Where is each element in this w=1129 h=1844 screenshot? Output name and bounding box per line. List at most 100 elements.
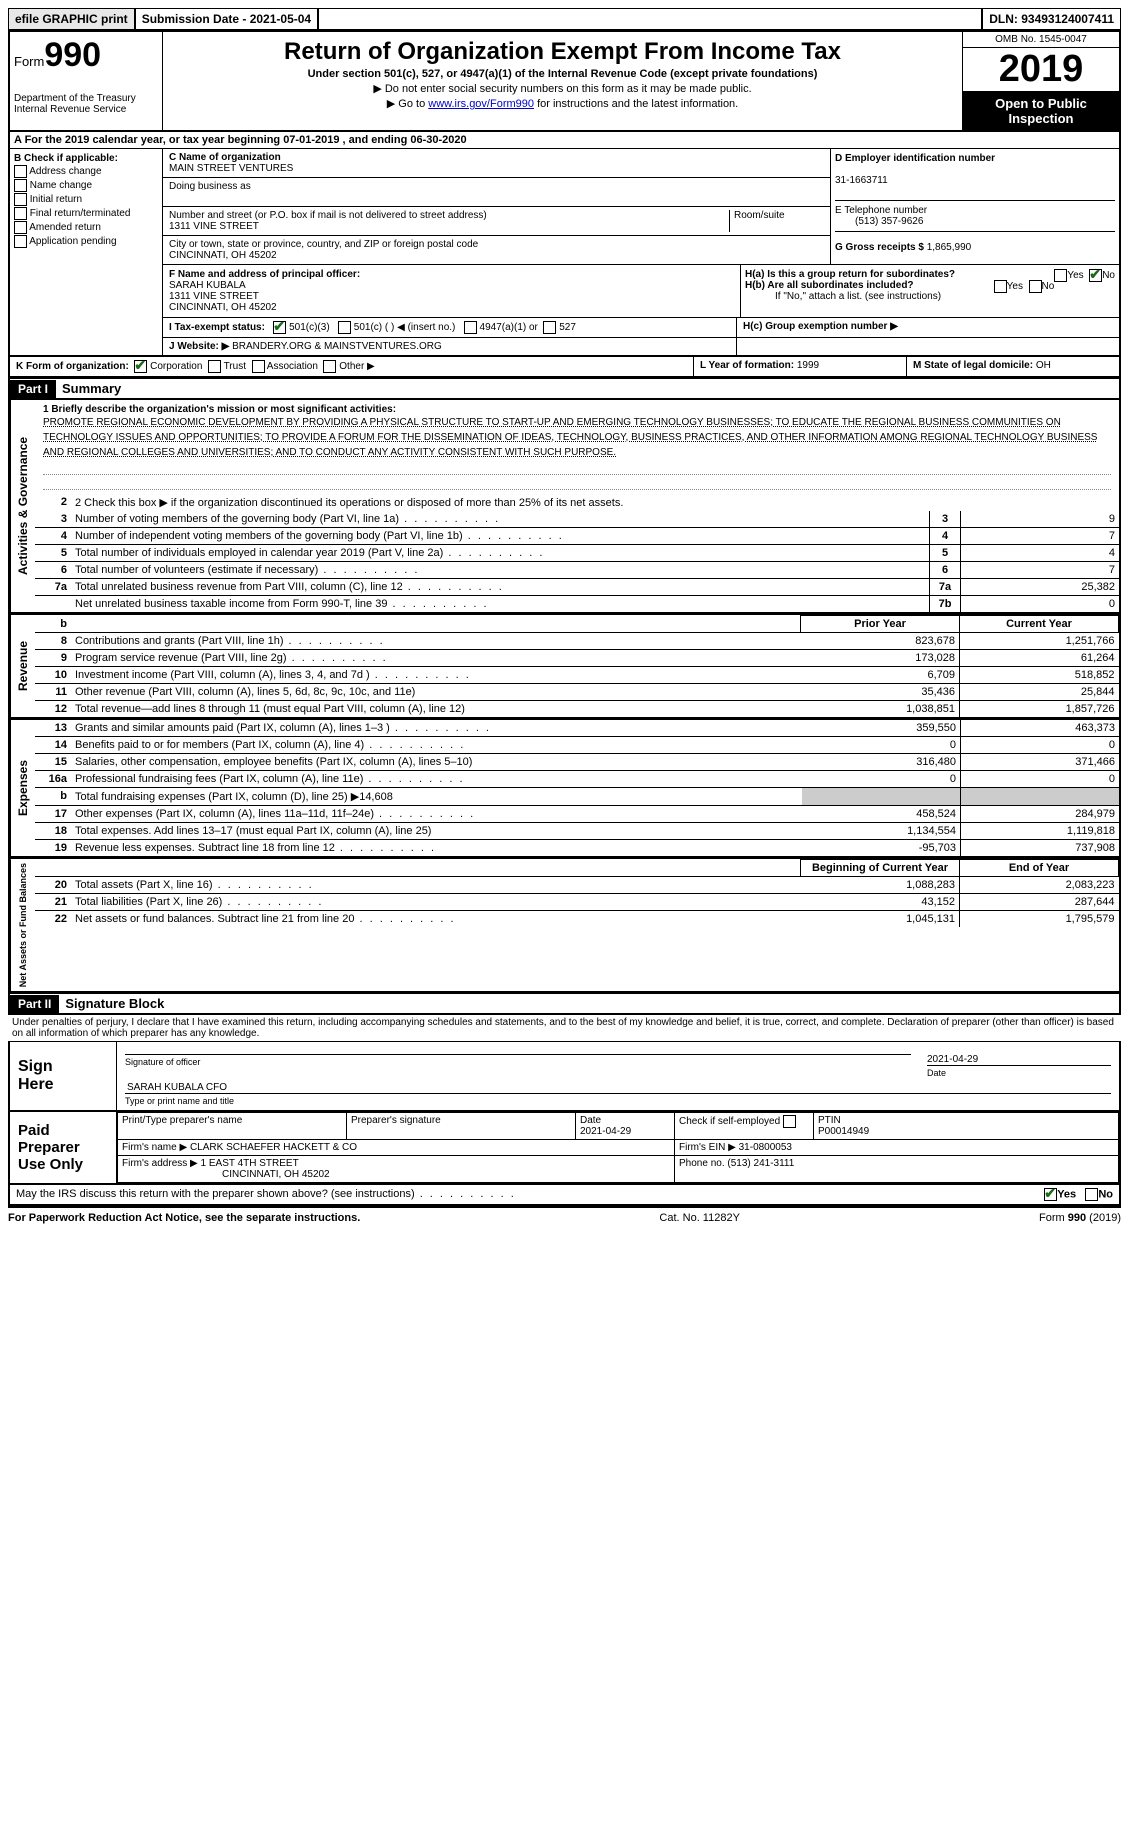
phone-value: (513) 357-9626 — [835, 216, 923, 227]
cb-trust[interactable] — [208, 360, 221, 373]
officer-addr1: 1311 VINE STREET — [169, 291, 259, 302]
mission-label: 1 Briefly describe the organization's mi… — [43, 404, 1111, 415]
gov-body: 1 Briefly describe the organization's mi… — [35, 400, 1119, 612]
row5-text: Total number of individuals employed in … — [71, 545, 930, 562]
date-label: Date — [919, 1068, 1119, 1082]
r9-p: 173,028 — [801, 650, 960, 667]
cb-initial-return[interactable]: Initial return — [14, 193, 158, 206]
cb-527[interactable] — [543, 321, 556, 334]
efile-print-button[interactable]: efile GRAPHIC print — [8, 8, 135, 30]
instruction-link-line: ▶ Go to www.irs.gov/Form990 for instruct… — [171, 97, 954, 110]
cb-final-return[interactable]: Final return/terminated — [14, 207, 158, 220]
blank-line — [43, 475, 1111, 490]
side-governance: Activities & Governance — [10, 400, 35, 612]
row3-n: 3 — [930, 511, 961, 528]
r10-p: 6,709 — [801, 667, 960, 684]
r18-t: Total expenses. Add lines 13–17 (must eq… — [71, 823, 802, 840]
footer: For Paperwork Reduction Act Notice, see … — [8, 1206, 1121, 1224]
cb-assoc[interactable] — [252, 360, 265, 373]
r8-c: 1,251,766 — [960, 633, 1119, 650]
dba-cell: Doing business as — [163, 178, 830, 207]
city-label: City or town, state or province, country… — [169, 239, 478, 250]
website-row: J Website: ▶ BRANDERY.ORG & MAINSTVENTUR… — [163, 338, 736, 355]
r11-p: 35,436 — [801, 684, 960, 701]
sig-label: Signature of officer — [117, 1057, 919, 1071]
row3-v: 9 — [961, 511, 1120, 528]
room-cell: Room/suite — [729, 210, 824, 232]
discuss-yes[interactable] — [1044, 1188, 1057, 1201]
cb-address-change[interactable]: Address change — [14, 165, 158, 178]
tax-exempt-status: I Tax-exempt status: 501(c)(3) 501(c) ( … — [163, 318, 736, 337]
row2: 2 Check this box ▶ if the organization d… — [71, 494, 1119, 511]
k-label: K Form of organization: — [16, 361, 129, 372]
r16b-p — [802, 788, 961, 806]
r15-p: 316,480 — [802, 754, 961, 771]
hc-row: H(c) Group exemption number ▶ — [736, 318, 1119, 337]
r14-t: Benefits paid to or for members (Part IX… — [71, 737, 802, 754]
form-word: Form — [14, 54, 44, 69]
r8-p: 823,678 — [801, 633, 960, 650]
box-b-title: B Check if applicable: — [14, 153, 158, 164]
cb-501c3[interactable] — [273, 321, 286, 334]
row4-text: Number of independent voting members of … — [71, 528, 930, 545]
cb-501c[interactable] — [338, 321, 351, 334]
cb-corp[interactable] — [134, 360, 147, 373]
hb-yes[interactable] — [994, 280, 1007, 293]
dept-irs: Internal Revenue Service — [14, 104, 158, 115]
name-line: SARAH KUBALA CFO — [125, 1082, 1111, 1094]
cb-application-pending[interactable]: Application pending — [14, 235, 158, 248]
r16a-c: 0 — [961, 771, 1120, 788]
ha-no[interactable] — [1089, 269, 1102, 282]
dba-label: Doing business as — [169, 181, 251, 192]
cb-name-change[interactable]: Name change — [14, 179, 158, 192]
org-name-cell: C Name of organization MAIN STREET VENTU… — [163, 149, 830, 178]
form-title: Return of Organization Exempt From Incom… — [171, 38, 954, 66]
side-netassets: Net Assets or Fund Balances — [10, 859, 35, 991]
addr-row: Number and street (or P.O. box if mail i… — [163, 207, 830, 236]
officer-label: F Name and address of principal officer: — [169, 269, 360, 280]
hb-note: If "No," attach a list. (see instruction… — [745, 291, 1115, 302]
form-number: Form990 — [14, 36, 158, 75]
hb-label: H(b) Are all subordinates included? — [745, 280, 914, 291]
ein-value: 31-1663711 — [835, 175, 888, 186]
hc-placeholder — [736, 338, 1119, 355]
cb-selfemp[interactable] — [783, 1115, 796, 1128]
irs-link[interactable]: www.irs.gov/Form990 — [428, 98, 534, 110]
discuss-no[interactable] — [1085, 1188, 1098, 1201]
row-fh: F Name and address of principal officer:… — [163, 265, 1119, 317]
section-governance: Activities & Governance 1 Briefly descri… — [8, 400, 1121, 614]
box-deg: D Employer identification number 31-1663… — [830, 149, 1119, 264]
r16b-t: Total fundraising expenses (Part IX, col… — [71, 788, 802, 806]
r10-t: Investment income (Part VIII, column (A)… — [71, 667, 801, 684]
preparer-fields: Print/Type preparer's name Preparer's si… — [116, 1112, 1119, 1183]
r12-c: 1,857,726 — [960, 701, 1119, 718]
row3-text: Number of voting members of the governin… — [71, 511, 930, 528]
r21-p: 43,152 — [801, 894, 960, 911]
sig-line[interactable] — [125, 1054, 911, 1055]
officer-name: SARAH KUBALA — [169, 280, 246, 291]
ha-yes[interactable] — [1054, 269, 1067, 282]
m-val: OH — [1036, 360, 1051, 371]
current-hdr: Current Year — [960, 616, 1119, 633]
footer-left: For Paperwork Reduction Act Notice, see … — [8, 1212, 360, 1224]
box-b: B Check if applicable: Address change Na… — [10, 149, 163, 355]
r10-c: 518,852 — [960, 667, 1119, 684]
hb-no[interactable] — [1029, 280, 1042, 293]
prior-hdr: Prior Year — [801, 616, 960, 633]
net-hdr — [71, 860, 801, 877]
form-num: 990 — [44, 36, 101, 74]
preparer-row: Paid Preparer Use Only Print/Type prepar… — [10, 1112, 1119, 1183]
r12-p: 1,038,851 — [801, 701, 960, 718]
row-k: K Form of organization: Corporation Trus… — [8, 357, 1121, 378]
cb-amended-return[interactable]: Amended return — [14, 221, 158, 234]
row7b-v: 0 — [961, 596, 1120, 613]
cb-4947[interactable] — [464, 321, 477, 334]
cb-other[interactable] — [323, 360, 336, 373]
boy-hdr: Beginning of Current Year — [801, 860, 960, 877]
header-right: OMB No. 1545-0047 2019 Open to Public In… — [962, 32, 1119, 130]
r17-p: 458,524 — [802, 806, 961, 823]
rev-hdr — [71, 616, 801, 633]
r8-t: Contributions and grants (Part VIII, lin… — [71, 633, 801, 650]
header-center: Return of Organization Exempt From Incom… — [163, 32, 962, 130]
part2-header-row: Part II Signature Block — [8, 993, 1121, 1015]
